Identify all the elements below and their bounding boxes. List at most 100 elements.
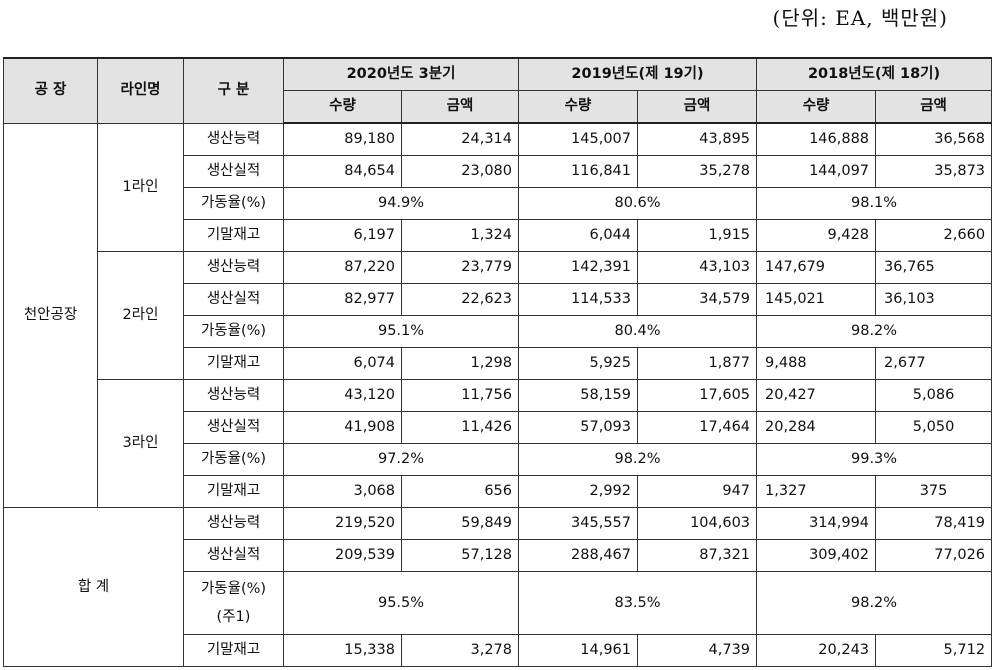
table-row: 기말재고 3,068 656 2,992 947 1,327 375 [4,475,993,508]
row-label: 생산능력 [183,122,284,156]
cell-util: 98.1% [756,187,993,220]
cell-value: 59,849 [400,507,520,540]
header-line: 라인명 [97,57,184,124]
cell-value: 43,120 [283,379,402,412]
table-row: 생산실적 209,539 57,128 288,467 87,321 309,4… [4,539,993,572]
cell-value: 43,895 [637,122,758,156]
cell-value: 5,086 [875,379,993,412]
cell-value: 145,021 [756,283,877,316]
cell-value: 3,068 [283,475,402,508]
cell-value: 17,464 [637,411,758,444]
cell-value: 11,756 [400,379,520,412]
cell-value: 15,338 [283,634,402,667]
cell-value: 14,961 [518,634,639,667]
cell-value: 114,533 [518,283,639,316]
production-table: 공 장 라인명 구 분 2020년도 3분기 2019년도(제 19기) 201… [3,57,993,667]
footnote-marker: (주1) [216,609,251,625]
row-label: 생산실적 [183,411,284,444]
cell-value: 6,074 [283,347,402,380]
cell-value: 6,197 [283,219,402,252]
cell-util: 95.1% [282,315,520,348]
cell-value: 57,128 [400,539,520,572]
cell-util: 80.6% [518,187,758,220]
cell-value: 3,278 [400,634,520,667]
cell-value: 146,888 [756,122,877,156]
cell-value: 5,050 [875,411,993,444]
line-name: 3라인 [97,379,184,508]
cell-value: 87,220 [283,251,402,284]
cell-value: 58,159 [518,379,639,412]
cell-value: 288,467 [518,539,639,572]
cell-value: 36,765 [875,251,993,284]
cell-value: 84,654 [283,155,402,188]
table-row: 가동율(%) 97.2% 98.2% 99.3% [4,443,993,476]
cell-value: 23,779 [400,251,520,284]
table-row: 생산실적 41,908 11,426 57,093 17,464 20,284 … [4,411,993,444]
cell-value: 144,097 [756,155,877,188]
cell-value: 23,080 [400,155,520,188]
cell-value: 35,278 [637,155,758,188]
cell-value: 1,327 [756,475,877,508]
cell-util: 98.2% [756,571,993,635]
row-label: 기말재고 [183,634,284,667]
header-factory: 공 장 [3,57,98,124]
cell-value: 309,402 [756,539,877,572]
header-qty: 수량 [283,90,402,124]
cell-value: 78,419 [875,507,993,540]
table-row: 기말재고 15,338 3,278 14,961 4,739 20,243 5,… [4,634,993,667]
cell-value: 22,623 [400,283,520,316]
cell-value: 77,026 [875,539,993,572]
cell-value: 20,284 [756,411,877,444]
row-label: 생산능력 [183,379,284,412]
row-label: 생산실적 [183,283,284,316]
table-row: 기말재고 6,074 1,298 5,925 1,877 9,488 2,677 [4,347,993,380]
cell-value: 35,873 [875,155,993,188]
cell-value: 375 [875,475,993,508]
row-label: 기말재고 [183,347,284,380]
cell-value: 82,977 [283,283,402,316]
cell-value: 947 [637,475,758,508]
cell-value: 43,103 [637,251,758,284]
cell-value: 314,994 [756,507,877,540]
cell-value: 219,520 [283,507,402,540]
cell-value: 145,007 [518,122,639,156]
line-name: 1라인 [97,122,184,252]
header-amount: 금액 [875,90,993,124]
table-row: 합 계 생산능력 219,520 59,849 345,557 104,603 … [3,507,993,667]
cell-util: 98.2% [756,315,993,348]
table-row: 기말재고 6,197 1,324 6,044 1,915 9,428 2,660 [4,219,993,252]
row-label: 생산능력 [183,507,284,540]
cell-value: 142,391 [518,251,639,284]
table-row: 천안공장 1라인 생산능력 89,180 24,314 145,007 43,8… [3,122,993,508]
cell-value: 87,321 [637,539,758,572]
table-row: 생산실적 84,654 23,080 116,841 35,278 144,09… [4,155,993,188]
cell-value: 89,180 [283,122,402,156]
cell-value: 9,488 [756,347,877,380]
row-label: 가동율(%) (주1) [183,571,284,635]
header-qty: 수량 [756,90,877,124]
cell-value: 20,243 [756,634,877,667]
cell-util: 97.2% [282,443,520,476]
cell-value: 41,908 [283,411,402,444]
header-amount: 금액 [400,90,520,124]
cell-value: 1,877 [637,347,758,380]
cell-value: 2,677 [875,347,993,380]
row-label: 생산실적 [183,539,284,572]
cell-util: 80.4% [518,315,758,348]
header-period-2019: 2019년도(제 19기) [518,57,758,91]
row-label: 가동율(%) [183,443,284,476]
cell-value: 5,712 [875,634,993,667]
cell-util: 83.5% [518,571,758,635]
total-label: 합 계 [3,507,184,667]
cell-value: 24,314 [400,122,520,156]
row-label: 기말재고 [183,475,284,508]
cell-value: 36,568 [875,122,993,156]
table-row: 3라인 생산능력 43,120 11,756 58,159 17,605 20,… [4,379,993,508]
cell-value: 17,605 [637,379,758,412]
table-row: 가동율(%) (주1) 95.5% 83.5% 98.2% [4,571,993,635]
cell-value: 1,915 [637,219,758,252]
cell-value: 5,925 [518,347,639,380]
header-category: 구 분 [183,57,284,124]
factory-name: 천안공장 [3,122,98,508]
row-label: 생산능력 [183,251,284,284]
